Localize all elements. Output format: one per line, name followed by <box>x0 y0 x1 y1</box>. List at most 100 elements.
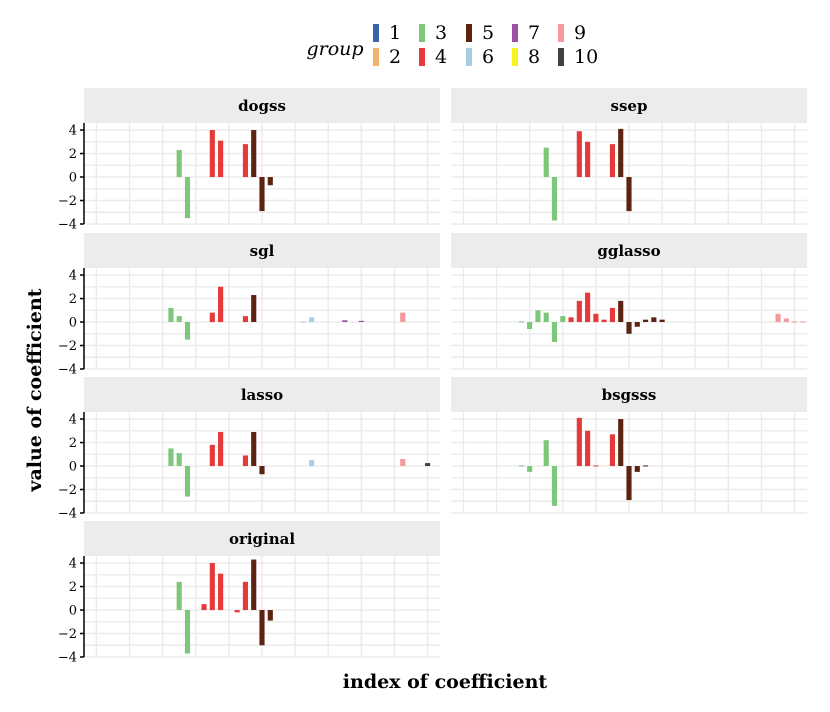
legend-swatch-6 <box>466 48 472 66</box>
facet-title: ssep <box>611 97 648 115</box>
facet-bsgsss: bsgsss <box>451 377 807 514</box>
y-tick-label: 4 <box>69 269 77 284</box>
bar-gglasso-12 <box>543 312 549 323</box>
y-tick-label: 0 <box>69 604 77 619</box>
bar-gglasso-19 <box>601 319 607 323</box>
y-tick-label: −4 <box>58 507 77 522</box>
bar-gglasso-21 <box>618 300 624 323</box>
y-tick-label: 2 <box>69 147 77 162</box>
bar-dogss-22 <box>259 177 265 212</box>
facet-lasso: lasso −4 −2 0 2 4 <box>58 377 440 522</box>
facet-title: original <box>229 530 295 548</box>
bar-original-15 <box>201 604 207 611</box>
bar-bsgsss-24 <box>642 465 649 467</box>
bar-bsgsss-13 <box>551 466 558 506</box>
y-tick-label: 4 <box>69 557 77 572</box>
facet-strip <box>84 521 440 556</box>
y-tick-label: −4 <box>58 363 77 378</box>
y-tick-label: 0 <box>69 460 77 475</box>
bar-ssep-20 <box>609 144 616 178</box>
bar-dogss-23 <box>267 177 273 186</box>
bar-sgl-12 <box>176 316 182 323</box>
bar-gglasso-43 <box>800 321 806 323</box>
bar-gglasso-25 <box>651 317 657 323</box>
bar-sgl-34 <box>358 320 364 323</box>
bar-lasso-16 <box>209 444 215 467</box>
bar-sgl-11 <box>168 307 174 323</box>
bar-lasso-20 <box>242 455 249 467</box>
gridlines <box>84 268 440 370</box>
bar-dogss-16 <box>209 130 215 178</box>
legend-label-5: 5 <box>482 22 494 44</box>
bar-ssep-16 <box>576 131 582 178</box>
y-tick-label: −2 <box>58 339 77 354</box>
bar-lasso-42 <box>425 463 431 467</box>
y-tick-label: 4 <box>69 124 77 139</box>
bar-gglasso-9 <box>518 321 524 323</box>
legend-swatch-3 <box>419 24 425 42</box>
bar-lasso-13 <box>184 466 191 497</box>
bar-sgl-16 <box>209 312 215 323</box>
legend-label-1: 1 <box>389 22 401 44</box>
bar-original-23 <box>267 610 273 621</box>
y-tick-label: −4 <box>58 651 77 666</box>
x-axis-title: index of coefficient <box>343 671 548 693</box>
facet-title: sgl <box>250 242 275 260</box>
bar-dogss-20 <box>242 144 249 178</box>
bar-original-16 <box>209 563 215 611</box>
bar-sgl-28 <box>309 317 315 323</box>
bar-gglasso-10 <box>527 322 533 330</box>
legend: group 12 34 56 78 910 <box>306 22 598 68</box>
facet-panels: dogss −4 −2 0 2 4 ssep sgl −4 −2 0 2 4 gglasso lasso −4… <box>58 88 807 666</box>
bar-bsgsss-12 <box>543 440 549 467</box>
bar-ssep-12 <box>543 147 549 178</box>
facet-title: dogss <box>238 97 286 115</box>
facet-dogss: dogss −4 −2 0 2 4 <box>58 88 440 233</box>
legend-swatch-7 <box>512 24 518 42</box>
legend-label-8: 8 <box>528 46 540 68</box>
bar-sgl-21 <box>251 295 257 323</box>
bar-gglasso-20 <box>609 307 616 323</box>
facet-strip <box>451 377 807 412</box>
y-tick-label: −2 <box>58 194 77 209</box>
facet-strip <box>451 233 807 268</box>
bar-original-19 <box>234 610 240 613</box>
facet-gglasso: gglasso <box>451 233 807 370</box>
gridlines <box>451 268 807 370</box>
facet-strip <box>84 88 440 123</box>
bar-sgl-39 <box>400 312 406 323</box>
bar-ssep-21 <box>618 128 624 178</box>
bar-bsgsss-18 <box>593 465 599 467</box>
bar-sgl-27 <box>300 321 306 323</box>
legend-label-7: 7 <box>528 22 540 44</box>
bar-lasso-28 <box>309 460 315 467</box>
legend-swatch-1 <box>373 24 379 42</box>
gridlines <box>84 412 440 514</box>
bar-bsgsss-16 <box>576 417 582 467</box>
legend-title: group <box>306 38 363 60</box>
bar-original-22 <box>259 610 265 646</box>
legend-label-9: 9 <box>574 22 586 44</box>
legend-label-2: 2 <box>389 46 401 68</box>
bar-lasso-22 <box>259 466 265 475</box>
bar-ssep-17 <box>585 141 591 178</box>
bar-original-17 <box>218 573 224 611</box>
bar-dogss-21 <box>251 130 257 178</box>
bar-original-20 <box>242 581 249 611</box>
legend-label-3: 3 <box>435 22 447 44</box>
bar-gglasso-22 <box>626 322 632 334</box>
y-axis-title: value of coefficient <box>24 288 46 492</box>
legend-swatch-9 <box>558 24 564 42</box>
facet-title: bsgsss <box>602 386 657 404</box>
bar-original-12 <box>176 581 182 611</box>
bar-gglasso-13 <box>551 322 558 342</box>
y-tick-label: −2 <box>58 483 77 498</box>
bar-gglasso-24 <box>642 319 649 323</box>
legend-swatch-5 <box>466 24 472 42</box>
y-tick-label: 2 <box>69 580 77 595</box>
legend-swatch-8 <box>512 48 518 66</box>
facet-title: gglasso <box>597 242 660 260</box>
bar-bsgsss-20 <box>609 434 616 467</box>
bar-gglasso-11 <box>535 310 541 323</box>
